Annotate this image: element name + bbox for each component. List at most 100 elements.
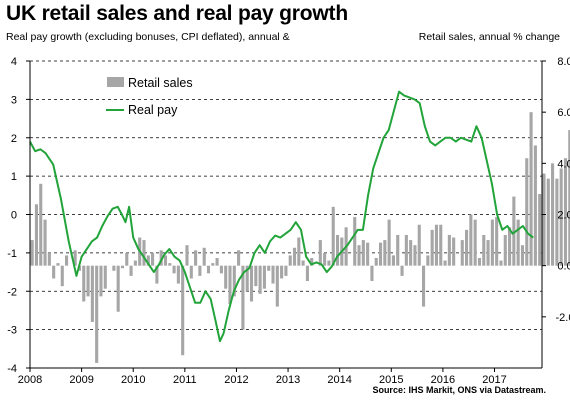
retail-sales-bar — [168, 263, 172, 266]
retail-sales-bar — [516, 219, 520, 266]
retail-sales-bar — [469, 214, 473, 266]
tick-labels: 4 3 2 1 0 -1 -2 -3 -4 8.0 6.0 4.0 2.0 0.0 -2.0 2008 2009… — [7, 56, 570, 386]
left-tick-label: 1 — [11, 171, 17, 183]
retail-sales-bar — [116, 265, 120, 312]
retail-sales-bar — [331, 206, 335, 266]
retail-sales-bar — [142, 240, 146, 266]
retail-sales-bar — [206, 265, 211, 274]
retail-sales-bar — [52, 265, 56, 279]
retail-sales-bar — [155, 265, 159, 284]
retail-sales-bar — [430, 229, 434, 266]
retail-sales-bar — [563, 158, 568, 266]
retail-sales-bar — [34, 204, 38, 266]
retail-sales-bar — [181, 265, 185, 356]
retail-sales-bar — [396, 234, 400, 266]
retail-sales-bar — [357, 245, 361, 266]
retail-sales-bar — [176, 265, 180, 284]
left-tick-label: 4 — [11, 56, 17, 68]
retail-sales-bar — [374, 257, 378, 266]
retail-sales-bar — [112, 265, 116, 271]
retail-sales-bar — [533, 145, 537, 266]
x-tick-label: 2009 — [69, 374, 93, 386]
retail-sales-bar — [159, 250, 163, 266]
legend: Retail sales Real pay — [106, 76, 193, 117]
retail-sales-bar — [194, 250, 198, 266]
retail-sales-bar — [125, 252, 129, 266]
x-tick-label: 2008 — [18, 374, 42, 386]
retail-sales-bar — [65, 255, 69, 266]
retail-sales-bar — [254, 265, 258, 287]
left-tick-label: -4 — [7, 363, 17, 375]
retail-sales-bar — [443, 260, 447, 266]
x-tick-label: 2017 — [482, 374, 506, 386]
retail-sales-bar — [258, 265, 262, 294]
retail-sales-bar — [551, 163, 555, 266]
retail-sales-bar — [163, 255, 168, 266]
retail-sales-bar — [151, 252, 155, 266]
retail-sales-bar — [133, 260, 137, 266]
retail-sales-bar — [568, 130, 570, 266]
x-tick-label: 2014 — [327, 374, 351, 386]
retail-sales-bar — [237, 250, 241, 266]
left-tick-label: -2 — [7, 286, 17, 298]
retail-sales-bar — [249, 265, 254, 302]
retail-sales-bar — [542, 173, 546, 266]
retail-sales-bar — [297, 237, 301, 266]
axes — [26, 60, 546, 372]
x-tick-label: 2010 — [121, 374, 145, 386]
retail-sales-bar — [378, 242, 383, 266]
retail-sales-bar — [422, 265, 426, 307]
retail-sales-bar — [241, 265, 245, 330]
left-axis-label: Real pay growth (excluding bonuses, CPI … — [6, 31, 290, 43]
retail-sales-bar — [477, 257, 482, 266]
retail-sales-bar — [211, 263, 215, 266]
retail-sales-bar — [288, 255, 292, 266]
retail-sales-bar — [202, 247, 206, 266]
chart-title: UK retail sales and real pay growth — [6, 2, 348, 25]
retail-sales-bar — [473, 219, 477, 266]
real-pay-line — [29, 90, 534, 343]
retail-sales-bar — [439, 224, 443, 266]
retail-sales-bar — [172, 265, 176, 274]
retail-sales-bar — [275, 265, 279, 307]
retail-sales-bar — [323, 252, 327, 266]
retail-sales-bar — [185, 245, 189, 266]
retail-sales-bar — [508, 227, 512, 266]
retail-sales-bar — [366, 242, 370, 266]
retail-sales-bar — [262, 265, 266, 289]
retail-sales-bar — [499, 260, 503, 266]
retail-sales-bar — [404, 234, 408, 266]
retail-sales-bar — [512, 196, 516, 266]
retail-sales-bar — [95, 265, 99, 363]
retail-sales-bar — [146, 255, 150, 266]
retail-sales-bar — [383, 240, 387, 266]
gridlines — [30, 60, 542, 331]
retail-sales-bar — [103, 265, 107, 289]
retail-sales-bar — [86, 265, 90, 297]
retail-sales-bar — [503, 234, 507, 266]
retail-sales-bar — [198, 265, 202, 276]
right-tick-label: 0.0 — [557, 261, 570, 273]
left-tick-label: -3 — [7, 325, 17, 337]
retail-sales-bar — [310, 257, 314, 266]
retail-sales-bar — [482, 234, 486, 266]
retail-sales-bar — [559, 168, 563, 266]
retail-sales-bar — [224, 265, 228, 289]
retail-sales-bar — [73, 250, 77, 266]
source-note: Source: IHS Markit, ONS via Datastream. — [372, 385, 546, 395]
left-tick-label: 3 — [11, 94, 17, 106]
retail-sales-bar — [490, 219, 494, 266]
retail-sales-bar — [267, 265, 271, 271]
retail-sales-bar — [219, 265, 223, 274]
retail-sales-bar — [271, 265, 275, 284]
retail-sales-bar — [318, 240, 322, 266]
retail-sales-bar — [232, 265, 236, 297]
retail-sales-bar — [245, 265, 249, 292]
retail-sales-bar — [529, 112, 533, 266]
retail-sales-bar — [370, 265, 374, 282]
retail-sales-bar — [305, 265, 309, 282]
retail-sales-bar — [120, 265, 125, 269]
legend-label-real-pay: Real pay — [128, 103, 178, 117]
x-tick-label: 2016 — [431, 374, 455, 386]
